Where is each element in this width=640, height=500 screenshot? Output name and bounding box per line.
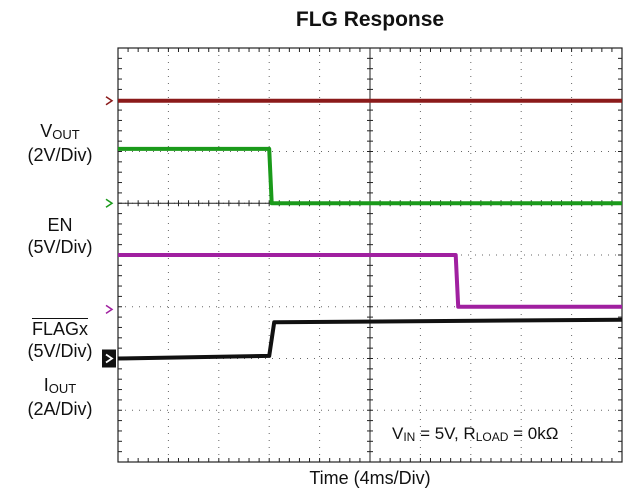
vin-main: V — [392, 424, 404, 443]
iout-marker — [102, 349, 116, 368]
rload-rest: = 0kΩ — [508, 424, 559, 443]
label-vout-sub: OUT — [52, 127, 80, 142]
label-flag-main: FLAGx — [31, 319, 88, 339]
label-en: EN (5V/Div) — [0, 214, 120, 258]
label-vout: VOUT (2V/Div) — [0, 120, 120, 166]
label-flag-scale: (5V/Div) — [27, 341, 93, 361]
vout-marker — [105, 96, 114, 106]
trace-flagx — [118, 253, 622, 309]
label-iout-scale: (2A/Div) — [27, 399, 93, 419]
label-vout-main: V — [40, 121, 53, 141]
vin-sub: IN — [403, 430, 416, 444]
label-iout-main: I — [43, 375, 49, 395]
label-iout: IOUT (2A/Div) — [0, 374, 120, 420]
label-en-scale: (5V/Div) — [27, 237, 93, 257]
trace-en — [118, 146, 622, 206]
trace-i-out — [117, 317, 623, 361]
en-marker — [105, 198, 114, 208]
label-iout-sub: OUT — [48, 381, 77, 396]
vin-rest: = 5V, R — [415, 424, 476, 443]
label-flag: FLAGx (5V/Div) — [0, 318, 120, 362]
label-vout-scale: (2V/Div) — [27, 145, 93, 165]
test-conditions: VIN = 5V, RLOAD = 0kΩ — [392, 424, 612, 444]
flag-marker — [105, 304, 114, 314]
rload-sub: LOAD — [475, 430, 509, 444]
iout-marker-arrow — [105, 353, 114, 364]
label-en-main: EN — [47, 215, 73, 235]
x-axis-label: Time (4ms/Div) — [309, 468, 431, 488]
grid — [117, 47, 623, 463]
channel-markers — [102, 96, 116, 368]
traces — [117, 98, 623, 361]
chart-title: FLG Response — [295, 8, 445, 31]
